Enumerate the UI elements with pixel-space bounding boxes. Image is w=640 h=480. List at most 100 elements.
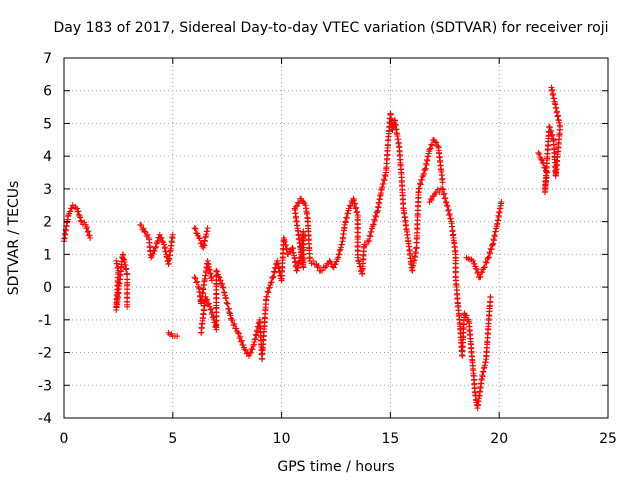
data-point <box>381 177 388 184</box>
data-point <box>546 123 553 130</box>
data-point <box>203 297 210 304</box>
data-point <box>370 221 377 228</box>
data-point <box>204 296 211 303</box>
data-point <box>299 258 306 265</box>
data-point <box>220 284 227 291</box>
data-point <box>237 338 244 345</box>
x-tick-label: 15 <box>381 431 399 447</box>
data-point <box>416 180 423 187</box>
data-point <box>382 173 389 180</box>
data-point <box>440 186 447 193</box>
data-point <box>270 268 277 275</box>
data-point <box>440 191 447 198</box>
data-point <box>477 273 484 280</box>
data-point <box>429 142 436 149</box>
data-point <box>335 254 342 261</box>
data-point <box>225 305 232 312</box>
data-point <box>138 222 145 229</box>
data-point <box>215 273 222 280</box>
data-point <box>159 238 166 245</box>
data-point <box>165 260 172 267</box>
data-point <box>352 205 359 212</box>
y-tick-label: 3 <box>43 182 52 198</box>
data-point <box>481 264 488 271</box>
data-point <box>484 255 491 262</box>
data-point <box>221 289 228 296</box>
data-point <box>300 198 307 205</box>
data-point <box>272 264 279 271</box>
data-point <box>445 206 452 213</box>
data-point <box>347 203 354 210</box>
data-point <box>220 289 227 296</box>
data-point <box>336 251 343 258</box>
data-point <box>270 273 277 280</box>
y-tick-label: 2 <box>43 215 52 231</box>
data-point <box>352 200 359 207</box>
data-point <box>265 289 272 296</box>
data-point <box>483 259 490 266</box>
data-point <box>400 199 407 206</box>
data-point <box>227 312 234 319</box>
data-point <box>343 215 350 222</box>
data-point <box>441 190 448 197</box>
data-point <box>338 241 345 248</box>
data-point <box>319 267 326 274</box>
data-point <box>412 253 419 260</box>
data-point <box>344 210 351 217</box>
x-axis-label: GPS time / hours <box>277 459 394 475</box>
data-point <box>84 229 91 236</box>
data-point <box>84 224 91 231</box>
data-point <box>322 264 329 271</box>
data-point <box>406 246 413 253</box>
data-point <box>369 221 376 228</box>
data-point <box>548 127 555 134</box>
data-point <box>354 254 361 261</box>
data-point <box>436 189 443 196</box>
chart-title: Day 183 of 2017, Sidereal Day-to-day VTE… <box>53 20 608 36</box>
data-point <box>264 288 271 295</box>
data-point <box>296 236 303 243</box>
data-point <box>67 208 74 215</box>
data-point <box>549 91 556 98</box>
data-point <box>230 322 237 329</box>
data-point <box>216 274 223 281</box>
data-point <box>231 320 238 327</box>
y-tick-label: -1 <box>38 313 52 329</box>
data-point <box>157 235 164 242</box>
data-point <box>487 299 494 306</box>
data-point <box>474 270 481 277</box>
data-point <box>241 346 248 353</box>
data-point <box>75 211 82 218</box>
data-point <box>373 213 380 220</box>
data-point <box>296 200 303 207</box>
data-point <box>353 209 360 216</box>
x-tick-label: 0 <box>60 431 69 447</box>
data-point <box>439 179 446 186</box>
data-point <box>350 195 357 202</box>
data-point <box>401 213 408 220</box>
data-point <box>226 309 233 316</box>
data-point <box>371 217 378 224</box>
data-point <box>224 300 231 307</box>
data-point <box>446 210 453 217</box>
data-point <box>204 225 211 232</box>
data-point <box>326 257 333 264</box>
y-tick-label: -2 <box>38 346 52 362</box>
data-point <box>233 325 240 332</box>
data-point <box>342 219 349 226</box>
data-point <box>192 225 199 232</box>
data-point <box>310 257 317 264</box>
data-point <box>219 284 226 291</box>
data-point <box>443 202 450 209</box>
data-point <box>246 350 253 357</box>
data-point <box>368 228 375 235</box>
data-point <box>472 265 479 272</box>
data-point <box>85 232 92 239</box>
data-point <box>554 113 561 120</box>
data-point <box>87 235 94 241</box>
data-point <box>548 132 555 139</box>
y-tick-label: 1 <box>43 247 52 263</box>
data-point <box>445 207 452 214</box>
data-point <box>362 242 369 249</box>
data-point <box>423 162 430 169</box>
